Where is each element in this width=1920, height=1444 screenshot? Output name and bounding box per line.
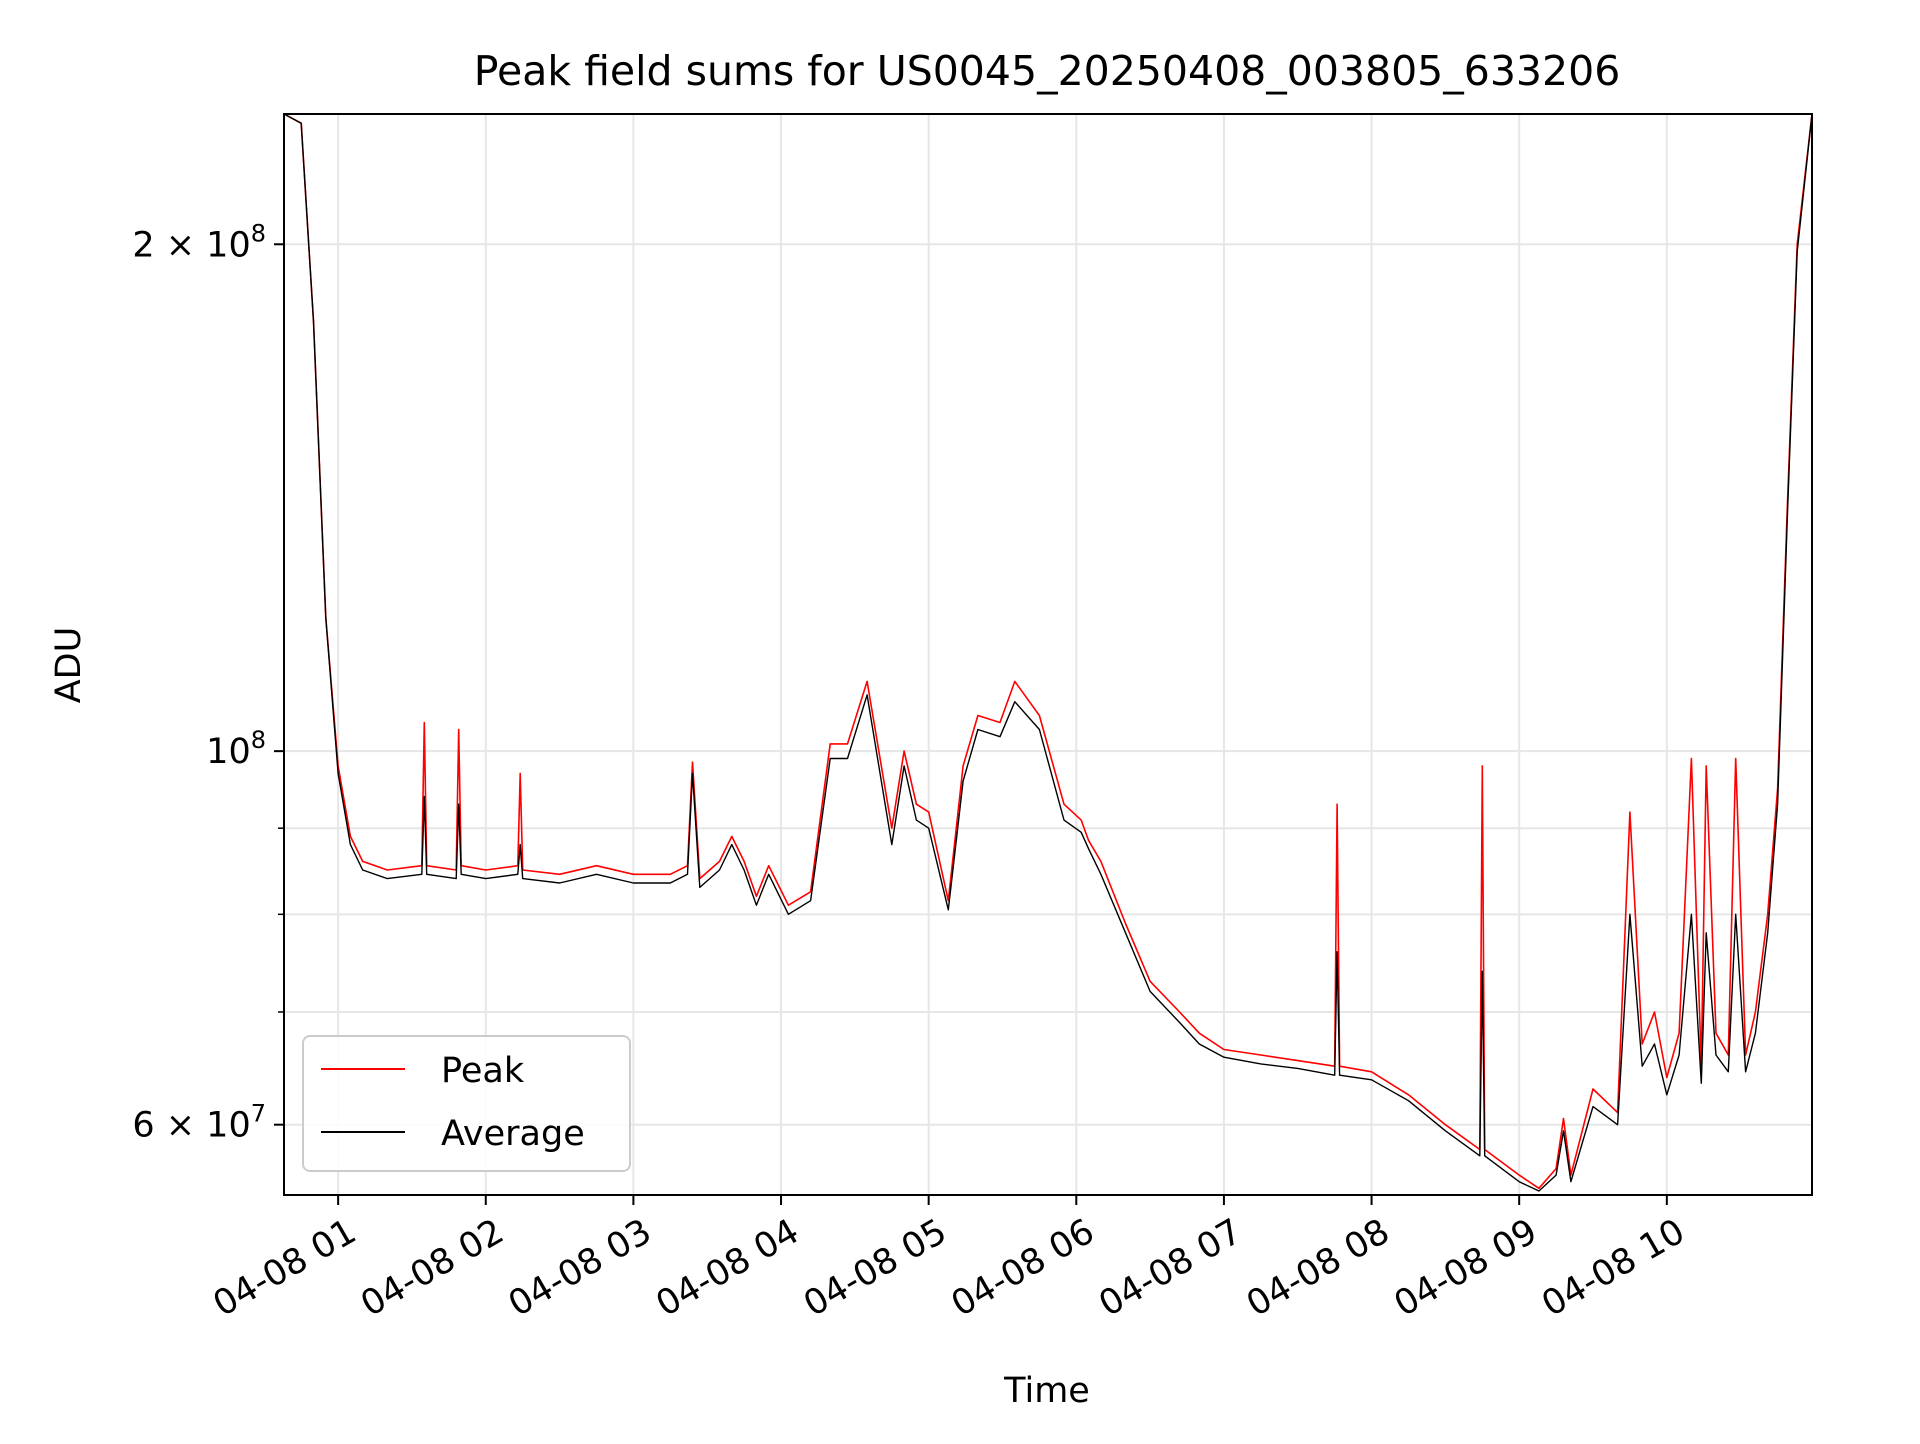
x-axis-label: Time	[1003, 1371, 1090, 1411]
series-layer	[284, 114, 1812, 1192]
chart-title: Peak field sums for US0045_20250408_0038…	[474, 47, 1621, 95]
y-tick-label: 2 × 108	[132, 219, 266, 265]
y-axis-label: ADU	[49, 627, 89, 704]
axes-frame	[283, 113, 1813, 1196]
grid-lines	[284, 114, 1812, 1195]
series-line-peak	[284, 114, 1812, 1190]
legend: Peak Average	[302, 1035, 631, 1172]
legend-label-average: Average	[441, 1114, 585, 1154]
y-axis-ticks: 2 × 108 108 6 × 107	[132, 219, 284, 1146]
y-tick-label: 108	[206, 726, 266, 772]
plot-area	[284, 114, 1812, 1192]
y-tick-label: 6 × 107	[132, 1100, 266, 1146]
legend-label-peak: Peak	[441, 1051, 525, 1091]
series-line-average	[284, 114, 1812, 1192]
